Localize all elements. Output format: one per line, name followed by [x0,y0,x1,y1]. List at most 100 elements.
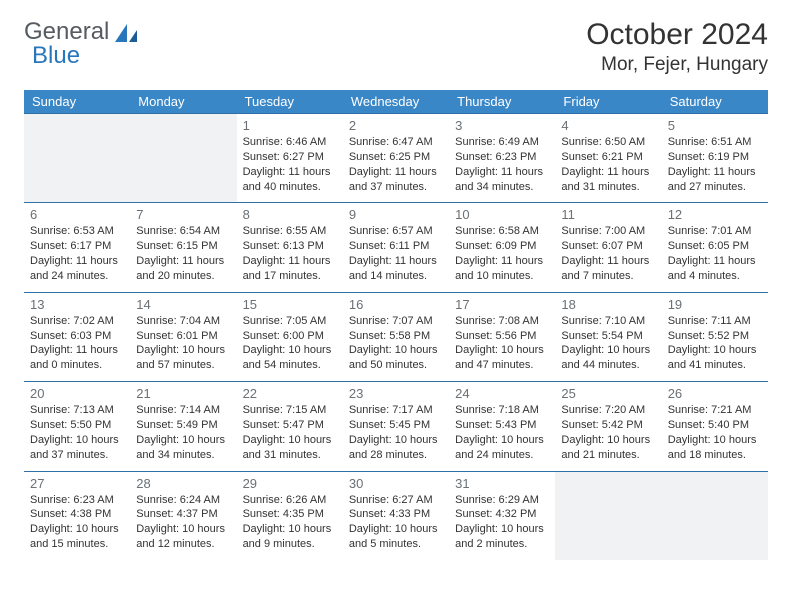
day-info: Sunrise: 7:04 AMSunset: 6:01 PMDaylight:… [136,314,230,373]
day-cell: 23Sunrise: 7:17 AMSunset: 5:45 PMDayligh… [343,382,449,470]
day-number: 7 [136,207,230,222]
day-cell: 29 Sunrise: 6:26 AMSunset: 4:35 PMDayligh… [237,472,343,560]
day-number: 2 [349,118,443,133]
day-info: Sunrise: 7:05 AMSunset: 6:00 PMDaylight:… [243,314,337,373]
sunrise-text: Sunrise: 7:21 AM [668,403,762,418]
day-number: 29 [243,476,337,491]
sunrise-text: Sunrise: 6:29 AM [455,493,549,508]
day-info: Sunrise: 6:26 AMSunset: 4:35 PMDaylight:… [243,493,337,552]
sunrise-text: Sunrise: 6:53 AM [30,224,124,239]
sunrise-text: Sunrise: 7:17 AM [349,403,443,418]
sunrise-text: Sunrise: 6:51 AM [668,135,762,150]
sunrise-text: Sunrise: 7:20 AM [561,403,655,418]
day-cell: 2Sunrise: 6:47 AMSunset: 6:25 PMDaylight… [343,114,449,202]
daylight-text: Daylight: 11 hours and 40 minutes. [243,165,337,195]
day-info: Sunrise: 7:08 AMSunset: 5:56 PMDaylight:… [455,314,549,373]
day-cell: 22Sunrise: 7:15 AMSunset: 5:47 PMDayligh… [237,382,343,470]
day-cell: 8 Sunrise: 6:55 AMSunset: 6:13 PMDaylight… [237,203,343,291]
day-cell: 21Sunrise: 7:14 AMSunset: 5:49 PMDayligh… [130,382,236,470]
daylight-text: Daylight: 10 hours and 9 minutes. [243,522,337,552]
day-number: 26 [668,386,762,401]
daylight-text: Daylight: 11 hours and 10 minutes. [455,254,549,284]
sunset-text: Sunset: 5:56 PM [455,329,549,344]
day-info: Sunrise: 6:55 AMSunset: 6:13 PMDaylight:… [243,224,337,283]
day-number: 8 [243,207,337,222]
sunrise-text: Sunrise: 7:11 AM [668,314,762,329]
sunset-text: Sunset: 5:42 PM [561,418,655,433]
sunset-text: Sunset: 5:50 PM [30,418,124,433]
day-cell: 24Sunrise: 7:18 AMSunset: 5:43 PMDayligh… [449,382,555,470]
daylight-text: Daylight: 10 hours and 21 minutes. [561,433,655,463]
daylight-text: Daylight: 10 hours and 5 minutes. [349,522,443,552]
sunset-text: Sunset: 6:13 PM [243,239,337,254]
day-number: 27 [30,476,124,491]
day-number: 30 [349,476,443,491]
sunset-text: Sunset: 5:54 PM [561,329,655,344]
day-cell: 14Sunrise: 7:04 AMSunset: 6:01 PMDayligh… [130,293,236,381]
day-number: 22 [243,386,337,401]
day-info: Sunrise: 7:20 AMSunset: 5:42 PMDaylight:… [561,403,655,462]
day-number: 13 [30,297,124,312]
daylight-text: Daylight: 10 hours and 18 minutes. [668,433,762,463]
sunrise-text: Sunrise: 6:24 AM [136,493,230,508]
day-info: Sunrise: 7:10 AMSunset: 5:54 PMDaylight:… [561,314,655,373]
daylight-text: Daylight: 11 hours and 27 minutes. [668,165,762,195]
day-info: Sunrise: 6:24 AMSunset: 4:37 PMDaylight:… [136,493,230,552]
sunset-text: Sunset: 6:15 PM [136,239,230,254]
day-cell: 18 Sunrise: 7:10 AMSunset: 5:54 PMDayligh… [555,293,661,381]
day-number: 31 [455,476,549,491]
sunrise-text: Sunrise: 7:08 AM [455,314,549,329]
day-info: Sunrise: 6:49 AMSunset: 6:23 PMDaylight:… [455,135,549,194]
day-info: Sunrise: 6:51 AMSunset: 6:19 PMDaylight:… [668,135,762,194]
daylight-text: Daylight: 11 hours and 24 minutes. [30,254,124,284]
daylight-text: Daylight: 10 hours and 31 minutes. [243,433,337,463]
day-number: 10 [455,207,549,222]
day-cell: 19Sunrise: 7:11 AMSunset: 5:52 PMDayligh… [662,293,768,381]
day-info: Sunrise: 6:58 AMSunset: 6:09 PMDaylight:… [455,224,549,283]
month-title: October 2024 [586,18,768,52]
sunrise-text: Sunrise: 7:04 AM [136,314,230,329]
sunrise-text: Sunrise: 7:13 AM [30,403,124,418]
daylight-text: Daylight: 10 hours and 34 minutes. [136,433,230,463]
sunrise-text: Sunrise: 6:23 AM [30,493,124,508]
day-info: Sunrise: 6:46 AMSunset: 6:27 PMDaylight:… [243,135,337,194]
day-cell: 16Sunrise: 7:07 AMSunset: 5:58 PMDayligh… [343,293,449,381]
sunset-text: Sunset: 5:43 PM [455,418,549,433]
sunrise-text: Sunrise: 6:50 AM [561,135,655,150]
day-cell: 1Sunrise: 6:46 AMSunset: 6:27 PMDaylight… [237,114,343,202]
sunrise-text: Sunrise: 6:46 AM [243,135,337,150]
day-info: Sunrise: 7:13 AMSunset: 5:50 PMDaylight:… [30,403,124,462]
day-cell: 10 Sunrise: 6:58 AMSunset: 6:09 PMDayligh… [449,203,555,291]
daylight-text: Daylight: 11 hours and 7 minutes. [561,254,655,284]
day-number: 17 [455,297,549,312]
brand-sail-icon [113,22,139,44]
daylight-text: Daylight: 10 hours and 44 minutes. [561,343,655,373]
brand-word-blue: Blue [32,42,80,70]
day-cell [24,114,130,202]
day-info: Sunrise: 6:27 AMSunset: 4:33 PMDaylight:… [349,493,443,552]
weekday-header: Wednesday [343,90,449,113]
daylight-text: Daylight: 11 hours and 31 minutes. [561,165,655,195]
weekday-header: Tuesday [237,90,343,113]
day-info: Sunrise: 6:57 AMSunset: 6:11 PMDaylight:… [349,224,443,283]
sunset-text: Sunset: 6:23 PM [455,150,549,165]
daylight-text: Daylight: 11 hours and 17 minutes. [243,254,337,284]
sunset-text: Sunset: 5:58 PM [349,329,443,344]
day-number: 3 [455,118,549,133]
day-number: 28 [136,476,230,491]
sunset-text: Sunset: 5:45 PM [349,418,443,433]
sunrise-text: Sunrise: 7:14 AM [136,403,230,418]
day-number: 20 [30,386,124,401]
day-info: Sunrise: 7:01 AMSunset: 6:05 PMDaylight:… [668,224,762,283]
daylight-text: Daylight: 11 hours and 14 minutes. [349,254,443,284]
day-info: Sunrise: 6:53 AMSunset: 6:17 PMDaylight:… [30,224,124,283]
day-info: Sunrise: 6:50 AMSunset: 6:21 PMDaylight:… [561,135,655,194]
day-number: 25 [561,386,655,401]
sunset-text: Sunset: 5:52 PM [668,329,762,344]
sunrise-text: Sunrise: 7:10 AM [561,314,655,329]
day-cell: 11Sunrise: 7:00 AMSunset: 6:07 PMDayligh… [555,203,661,291]
daylight-text: Daylight: 10 hours and 28 minutes. [349,433,443,463]
day-number: 18 [561,297,655,312]
sunset-text: Sunset: 5:49 PM [136,418,230,433]
sunrise-text: Sunrise: 7:02 AM [30,314,124,329]
